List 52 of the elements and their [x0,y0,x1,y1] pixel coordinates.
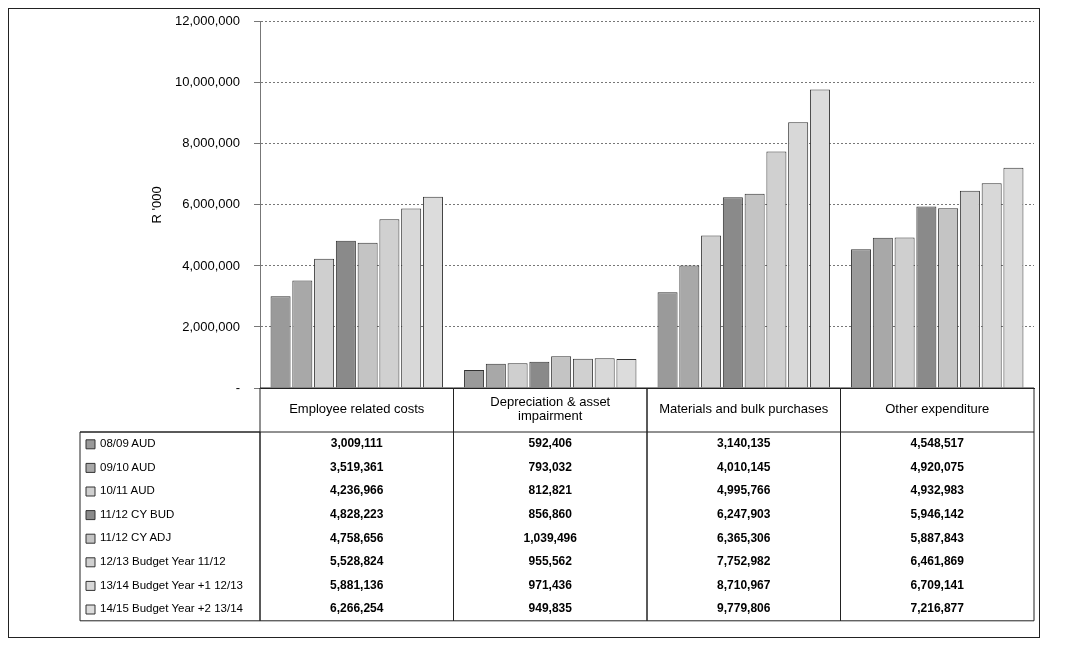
data-label: 4,932,983 [910,483,965,498]
data-label: 4,920,075 [910,459,965,474]
data-label: 971,436 [528,577,573,592]
data-label: 7,752,982 [717,554,771,569]
data-label: 856,860 [528,506,573,521]
data-label: 8,710,967 [717,577,771,592]
data-label: 6,461,869 [910,554,965,569]
data-label: 9,779,806 [717,601,771,616]
data-label: 7,216,877 [910,601,965,616]
data-label: 4,236,966 [330,483,384,498]
data-label: 4,548,517 [910,436,965,451]
data-label: 955,562 [528,554,573,569]
legend-label: 13/14 Budget Year +1 12/13 [100,578,243,591]
data-label: 4,828,223 [330,506,384,521]
legend-label: 10/11 AUD [100,484,155,497]
data-label: 3,140,135 [717,436,771,451]
y-tick-label: - [235,379,240,395]
data-label: 1,039,496 [523,530,578,545]
legend-label: 14/15 Budget Year +2 13/14 [100,602,244,615]
data-label: 3,009,111 [330,436,384,451]
x-tick-label: Materials and bulk purchases [659,400,829,416]
data-label: 5,946,142 [910,506,965,521]
data-label: 6,247,903 [717,506,771,521]
data-label: 6,709,141 [910,577,965,592]
data-label: 6,266,254 [330,601,384,616]
y-tick-label: 10,000,000 [174,74,240,90]
legend-label: 09/10 AUD [100,460,156,473]
y-tick-label: 12,000,000 [174,13,240,29]
data-label: 5,887,843 [910,530,965,545]
y-tick-label: 2,000,000 [182,318,240,334]
y-tick-label: 4,000,000 [182,257,240,273]
legend-label: 12/13 Budget Year 11/12 [100,554,226,567]
x-tick-label: Other expenditure [885,400,990,416]
y-tick-label: 8,000,000 [182,135,240,151]
data-label: 5,528,824 [330,554,384,569]
data-label: 6,365,306 [717,530,771,545]
data-label: 4,758,656 [330,530,384,545]
legend-label: 11/12 CY BUD [100,507,175,520]
x-tick-label: Depreciation & asset impairment [490,393,611,423]
legend-label: 08/09 AUD [100,436,156,449]
data-label: 812,821 [528,483,573,498]
data-label: 949,835 [528,601,573,616]
y-axis-title: R '000 [149,186,165,224]
x-tick-label: Employee related costs [289,400,425,416]
data-label: 3,519,361 [330,459,384,474]
data-label: 5,881,136 [330,577,384,592]
data-label: 4,995,766 [717,483,771,498]
data-label: 4,010,145 [717,459,771,474]
legend-label: 11/12 CY ADJ [100,531,172,544]
y-tick-label: 6,000,000 [182,196,240,212]
data-label: 793,032 [528,459,573,474]
data-label: 592,406 [528,436,573,451]
